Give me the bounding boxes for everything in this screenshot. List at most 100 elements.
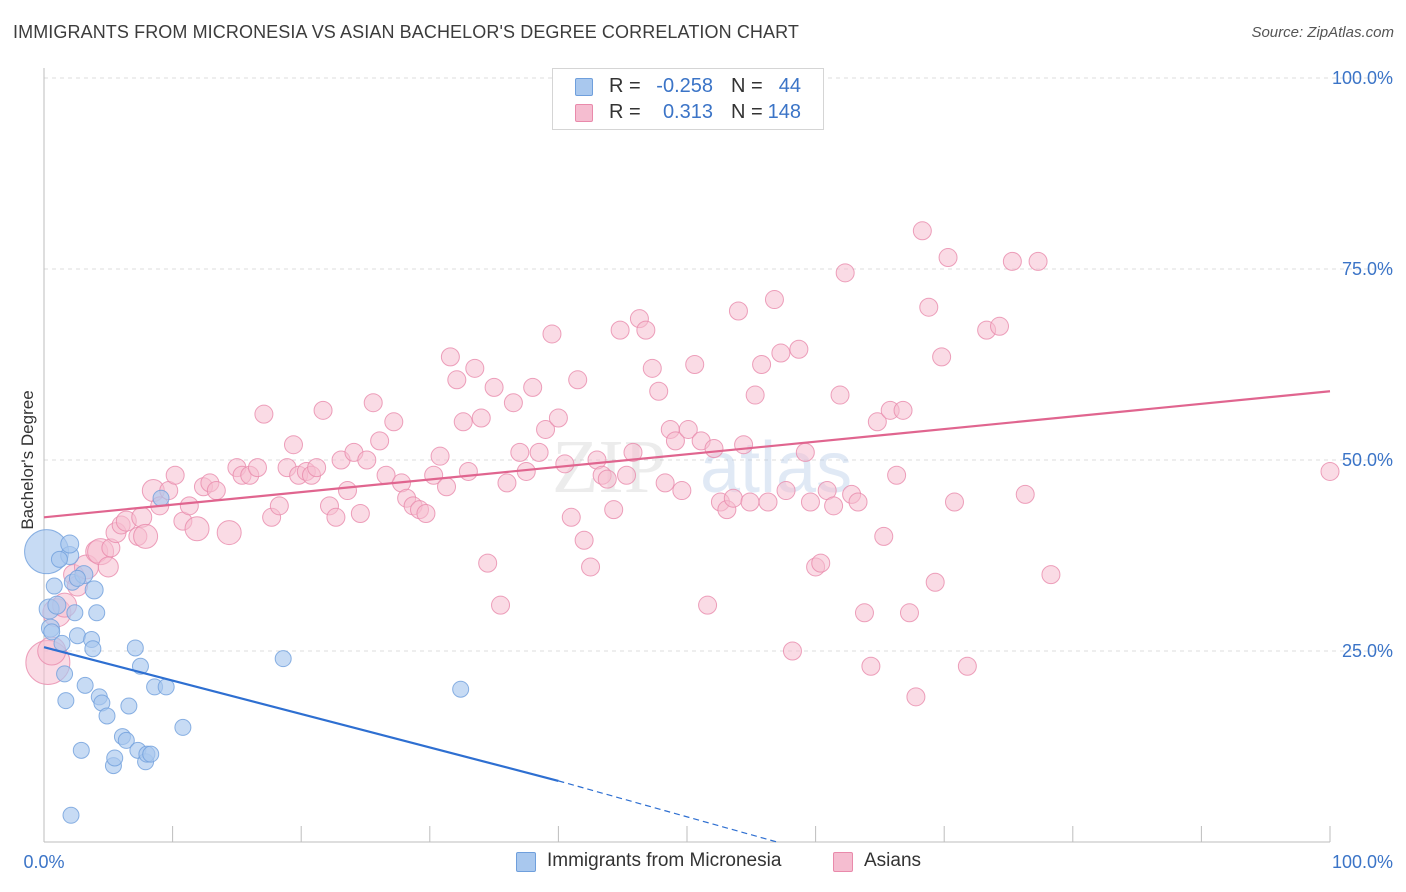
asians-point <box>830 385 850 405</box>
asians-point <box>604 500 624 520</box>
asians-point <box>484 377 504 397</box>
asians-point <box>313 400 333 420</box>
legend-swatch-micronesia <box>516 852 536 872</box>
micronesia-point <box>120 697 138 715</box>
micronesia-point <box>57 692 75 710</box>
asians-point <box>581 557 601 577</box>
micronesia-point <box>98 707 116 725</box>
legend-swatch-blue <box>575 78 593 96</box>
asians-point <box>944 492 964 512</box>
y-tick-label-3: 100.0% <box>1332 68 1393 88</box>
asians-point <box>1028 251 1048 271</box>
chart-title: IMMIGRANTS FROM MICRONESIA VS ASIAN BACH… <box>13 22 799 42</box>
asians-point <box>835 263 855 283</box>
axes <box>43 68 1331 843</box>
asians-point <box>269 496 289 516</box>
asians-point <box>337 481 357 501</box>
micronesia-point <box>117 731 135 749</box>
asians-point <box>745 385 765 405</box>
micronesia-point <box>66 604 84 622</box>
micronesia-trend-extension <box>558 780 778 843</box>
asians-point <box>861 656 881 676</box>
asians-point <box>811 553 831 573</box>
micronesia-point <box>84 580 104 600</box>
x-tick-label-1: 100.0% <box>1332 852 1393 872</box>
asians-point <box>350 503 370 523</box>
micronesia-point <box>174 718 192 736</box>
asians-point <box>384 412 404 432</box>
asians-point <box>824 496 844 516</box>
y-tick-label-2: 75.0% <box>1342 259 1393 279</box>
asians-point <box>548 408 568 428</box>
data-points <box>24 221 1340 824</box>
asians-point <box>800 492 820 512</box>
n-value: 44 <box>778 75 801 97</box>
asians-point <box>165 465 185 485</box>
micronesia-point <box>274 650 292 668</box>
asians-point <box>723 488 743 508</box>
tick-labels: 25.0% 50.0% 75.0% 100.0% 0.0% 100.0% <box>23 68 1393 872</box>
asians-point <box>887 465 907 485</box>
micronesia-point <box>72 741 90 759</box>
asians-point <box>874 526 894 546</box>
asians-point <box>649 381 669 401</box>
asians-point <box>912 221 932 241</box>
source-label: Source: ZipAtlas.com <box>1251 24 1394 41</box>
asians-point <box>447 370 467 390</box>
asians-point <box>542 324 562 344</box>
asians-point <box>906 687 926 707</box>
asians-point <box>430 446 450 466</box>
asians-point <box>617 465 637 485</box>
asians-point <box>1002 251 1022 271</box>
legend-label-micronesia: Immigrants from Micronesia <box>547 850 782 871</box>
asians-point <box>740 492 760 512</box>
micronesia-point <box>452 680 470 698</box>
asians-point <box>184 516 210 542</box>
asians-point <box>523 377 543 397</box>
micronesia-point <box>45 577 63 595</box>
asians-point <box>97 556 119 578</box>
asians-point <box>254 404 274 424</box>
asians-point <box>932 347 952 367</box>
asians-point <box>133 523 159 549</box>
asians-point <box>471 408 491 428</box>
asians-point <box>437 477 457 497</box>
asians-point <box>529 442 549 462</box>
micronesia-point <box>126 639 144 657</box>
asians-point <box>326 507 346 527</box>
micronesia-point <box>106 749 124 767</box>
asians-point <box>776 481 796 501</box>
asians-point <box>568 370 588 390</box>
asians-point <box>503 393 523 413</box>
legend-row-asians: R = 0.313 N = 148 <box>553 101 823 127</box>
asians-point <box>363 393 383 413</box>
asians-point <box>893 400 913 420</box>
micronesia-point <box>68 569 86 587</box>
asians-point <box>764 290 784 310</box>
asians-point <box>491 595 511 615</box>
asians-point <box>848 492 868 512</box>
asians-point <box>357 450 377 470</box>
asians-point <box>247 458 267 478</box>
grid-lines <box>44 77 1392 652</box>
asians-point <box>610 320 630 340</box>
asians-point <box>561 507 581 527</box>
asians-point <box>478 553 498 573</box>
asians-point <box>789 339 809 359</box>
asians-point <box>957 656 977 676</box>
asians-point <box>416 503 436 523</box>
y-tick-label-0: 25.0% <box>1342 641 1393 661</box>
micronesia-point <box>88 604 106 622</box>
asians-point <box>283 435 303 455</box>
asians-point <box>440 347 460 367</box>
asians-point <box>131 506 153 528</box>
micronesia-point <box>76 676 94 694</box>
asians-point <box>623 442 643 462</box>
asians-point <box>989 316 1009 336</box>
legend-row-micronesia: R = -0.258 N = 44 <box>553 75 823 101</box>
asians-point <box>678 419 698 439</box>
asians-point <box>925 572 945 592</box>
micronesia-point <box>152 489 170 507</box>
n-label: N = <box>731 75 763 97</box>
asians-point <box>698 595 718 615</box>
